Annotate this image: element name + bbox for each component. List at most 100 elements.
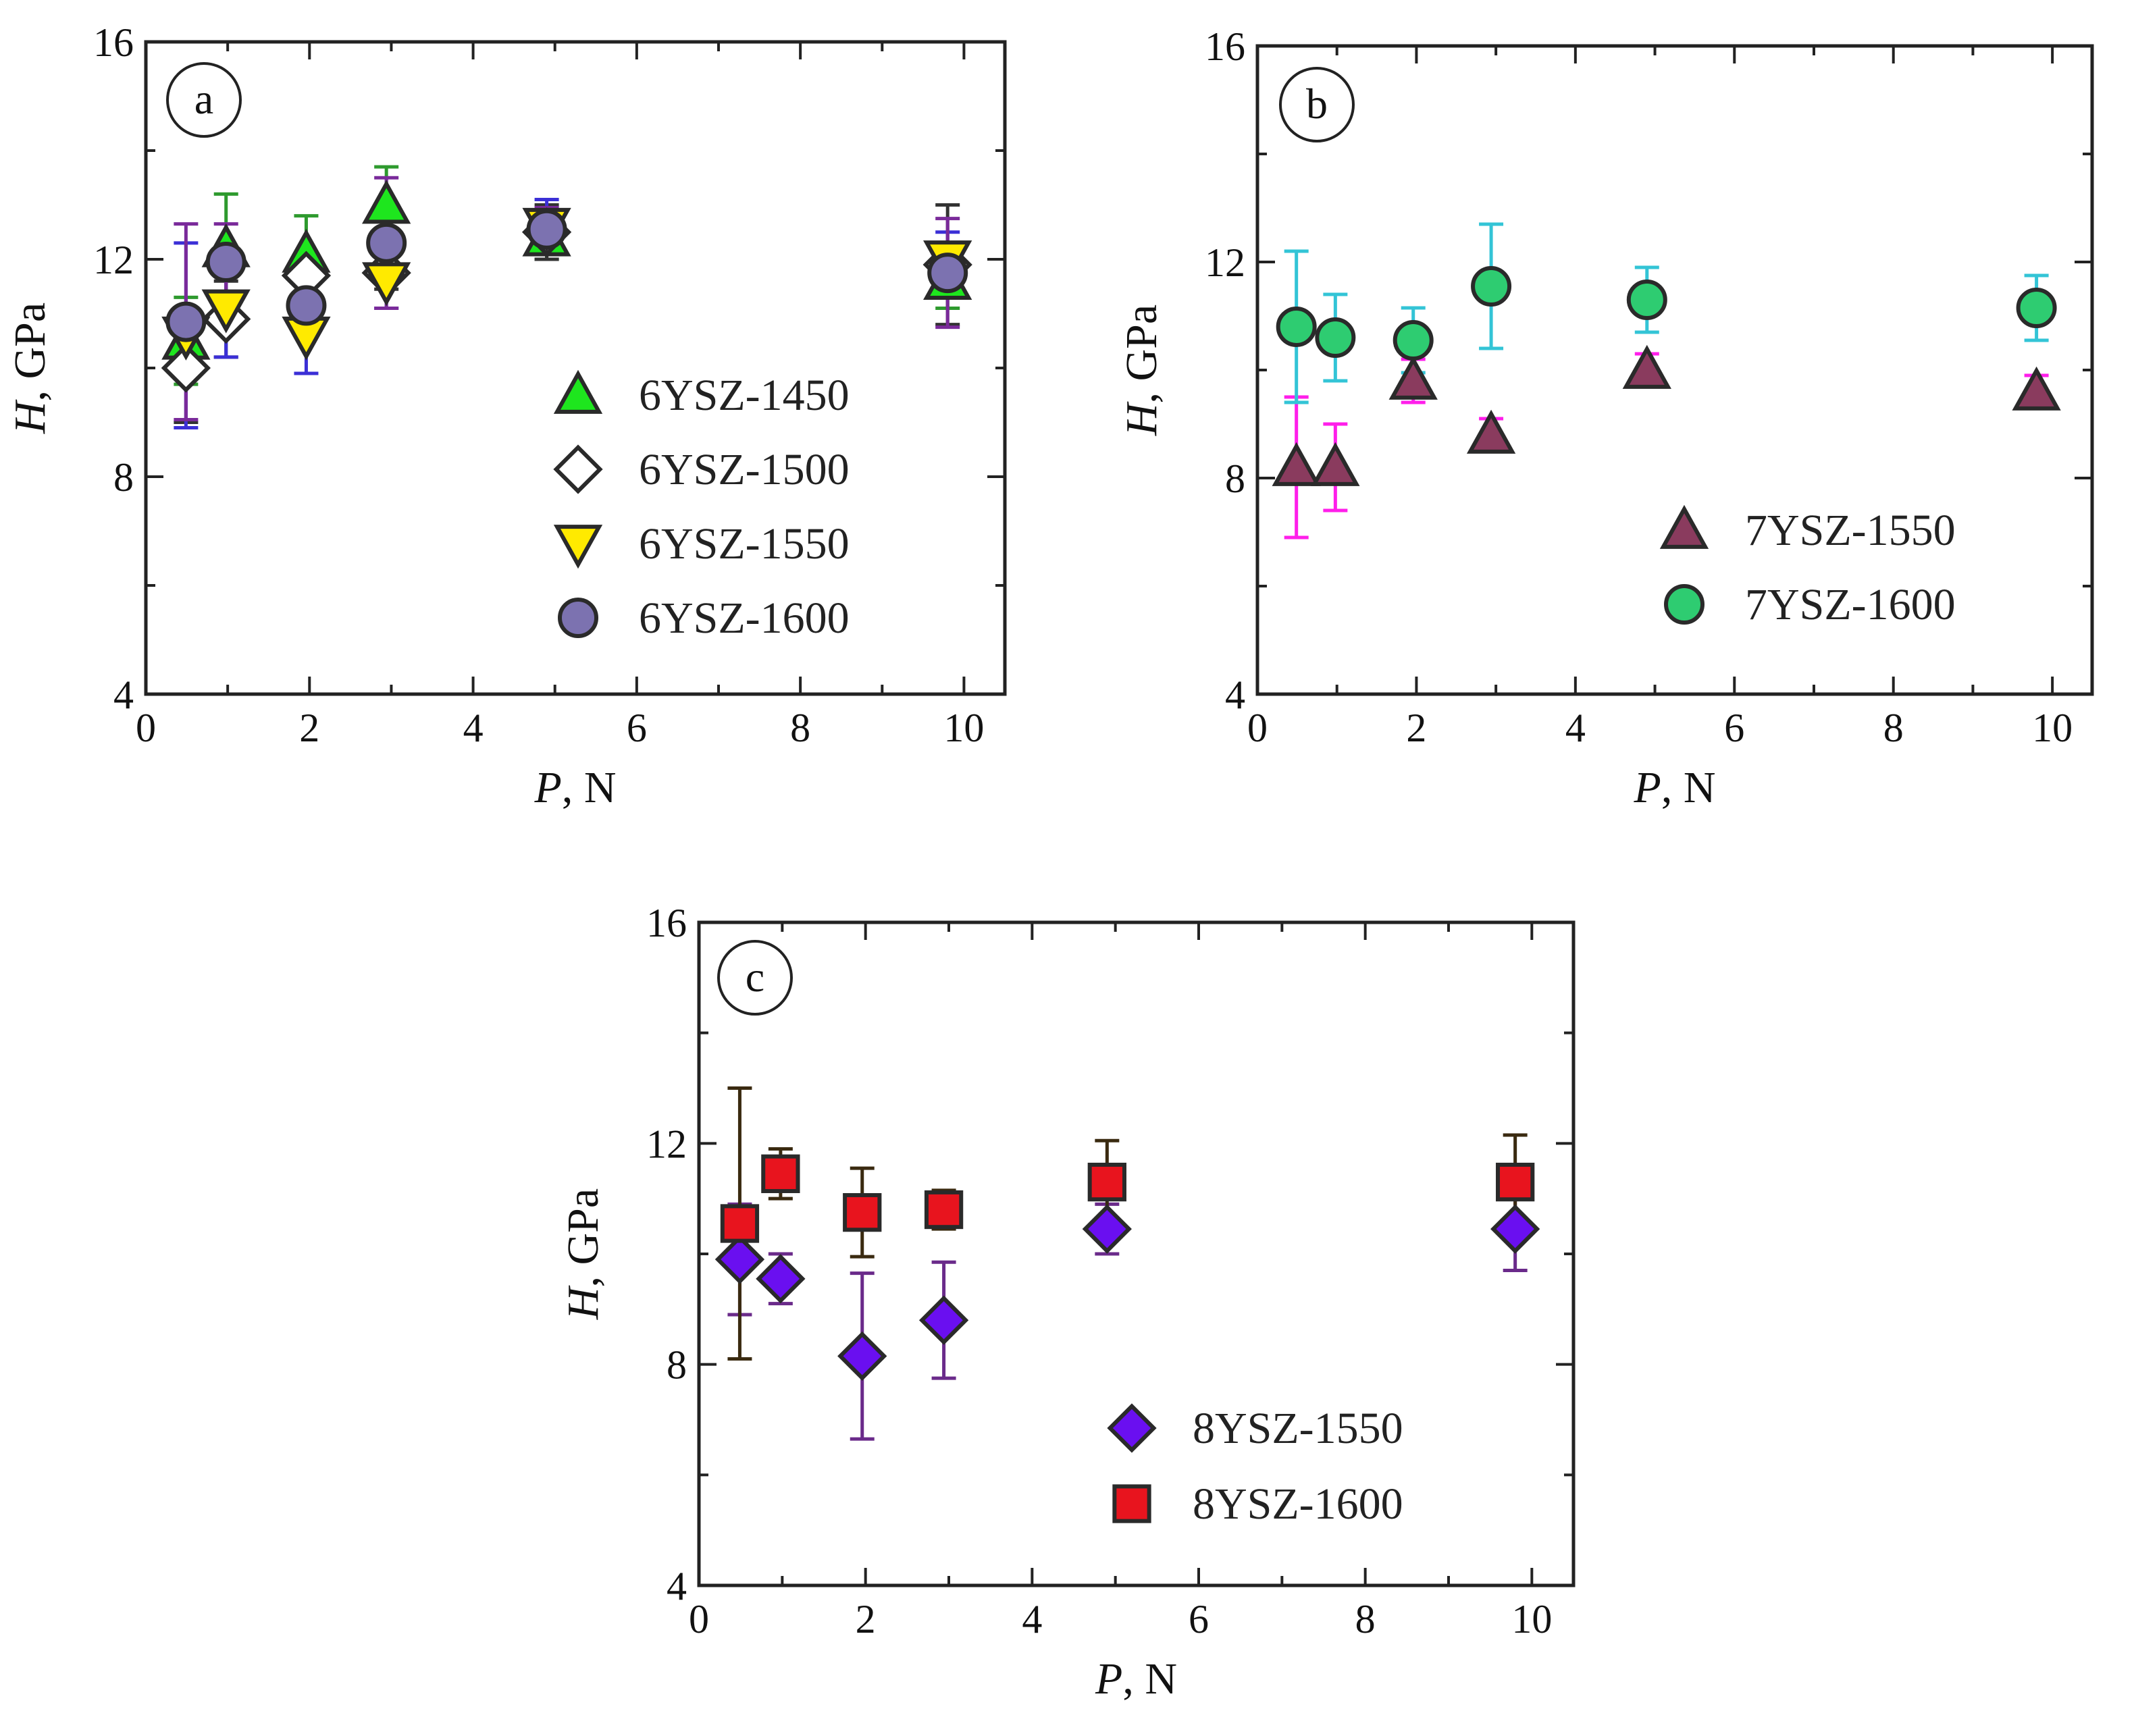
x-axis-label: P, N (1634, 763, 1716, 812)
data-point (761, 1154, 800, 1193)
x-tick-label: 0 (1247, 706, 1268, 750)
y-tick-label: 16 (1205, 24, 1245, 69)
data-point (1311, 442, 1360, 486)
legend-label: 7YSZ-1550 (1745, 506, 1956, 555)
data-point (362, 180, 411, 224)
x-tick-label: 8 (1355, 1597, 1376, 1641)
legend-marker (553, 444, 603, 494)
panel-label: a (194, 75, 213, 123)
data-point (526, 209, 567, 250)
data-point (927, 253, 968, 294)
data-point (1388, 355, 1438, 400)
x-tick-label: 0 (136, 706, 156, 750)
panel-label: c (746, 953, 764, 1001)
data-point (918, 1295, 969, 1345)
y-tick-label: 12 (1205, 240, 1245, 285)
x-tick-label: 10 (943, 706, 984, 750)
x-tick-label: 2 (1406, 706, 1426, 750)
legend-label: 6YSZ-1600 (639, 594, 850, 643)
y-tick-label: 16 (646, 901, 687, 945)
legend-marker (1107, 1403, 1157, 1453)
data-point (1622, 344, 1671, 389)
data-point (924, 1190, 964, 1230)
panel-label-circle (166, 62, 242, 138)
data-point (1276, 307, 1317, 347)
y-tick-label: 8 (1225, 456, 1245, 501)
y-tick-label: 4 (667, 1564, 687, 1608)
x-tick-label: 10 (2032, 706, 2073, 750)
data-point (2016, 288, 2057, 328)
series-7YSZ-1600 (1276, 266, 2057, 361)
data-point (1082, 1204, 1132, 1254)
y-axis-label: H, GPa (1117, 305, 1166, 436)
x-tick-label: 4 (1022, 1597, 1042, 1641)
plot-frame (144, 40, 1007, 696)
data-point (714, 1234, 765, 1284)
y-axis-label: H, GPa (5, 303, 55, 434)
data-point (165, 301, 207, 342)
y-tick-label: 16 (93, 20, 134, 65)
legend-marker (1664, 584, 1704, 625)
y-axis-label: H, GPa (558, 1188, 608, 1320)
data-point (2012, 366, 2061, 411)
legend: 7YSZ-1550 7YSZ-1600 (1659, 504, 1956, 629)
legend: 8YSZ-1550 8YSZ-1600 (1107, 1403, 1403, 1529)
y-tick-label: 4 (113, 673, 134, 717)
x-tick-label: 6 (627, 706, 647, 750)
data-point (1272, 442, 1321, 486)
x-tick-label: 2 (299, 706, 319, 750)
data-point (1626, 280, 1667, 320)
series-6YSZ-1500 (161, 207, 972, 393)
legend-label: 7YSZ-1600 (1745, 580, 1956, 629)
series-8YSZ-1550 (714, 1204, 1540, 1382)
panel-a: 0 2 4 6 8 10 4 8 12 16 P, N H, GPa a 6YSZ-1450 6YSZ-15… (5, 20, 1007, 812)
x-tick-label: 6 (1189, 1597, 1209, 1641)
panel-c: 0 2 4 6 8 10 4 8 12 16 P, N H, GPa c 8YSZ-1550 8YSZ-16… (558, 901, 1576, 1704)
panel-label-circle (717, 940, 793, 1016)
x-tick-label: 2 (856, 1597, 876, 1641)
x-tick-label: 8 (790, 706, 810, 750)
legend-label: 6YSZ-1500 (639, 445, 850, 494)
data-point (1471, 266, 1512, 307)
legend-label: 6YSZ-1450 (639, 371, 850, 420)
y-tick-label: 8 (667, 1343, 687, 1388)
data-point (720, 1204, 760, 1243)
series-errorbars-7YSZ-1600 (1284, 222, 2049, 404)
data-point (366, 222, 407, 263)
x-axis-label: P, N (1095, 1654, 1177, 1704)
data-point (362, 262, 411, 307)
data-point (1315, 317, 1356, 358)
data-point (1466, 409, 1516, 454)
legend-marker (1112, 1484, 1151, 1523)
legend-label: 6YSZ-1550 (639, 519, 850, 569)
legend-marker (553, 525, 603, 569)
x-tick-label: 8 (1883, 706, 1904, 750)
y-tick-label: 4 (1225, 673, 1245, 717)
data-point (837, 1331, 887, 1382)
x-tick-label: 10 (1511, 1597, 1552, 1641)
data-point (1490, 1204, 1540, 1254)
panel-label: b (1306, 80, 1328, 128)
data-point (205, 242, 246, 283)
y-tick-label: 8 (113, 455, 134, 500)
legend-label: 8YSZ-1600 (1193, 1479, 1403, 1529)
data-point (1393, 320, 1434, 361)
data-point (756, 1254, 806, 1304)
data-point (843, 1192, 882, 1232)
data-point (201, 289, 251, 334)
series-6YSZ-1600 (165, 209, 968, 342)
x-axis-label: P, N (534, 763, 617, 812)
y-tick-label: 12 (93, 238, 134, 282)
x-tick-label: 4 (463, 706, 484, 750)
y-tick-label: 12 (646, 1122, 687, 1166)
x-tick-label: 4 (1565, 706, 1586, 750)
data-point (1087, 1162, 1126, 1202)
legend-marker (558, 598, 598, 638)
legend-marker (553, 369, 603, 414)
series-7YSZ-1550 (1272, 344, 2061, 486)
data-point (286, 285, 327, 326)
legend: 6YSZ-1450 6YSZ-1500 6YSZ-1550 6YSZ-1600 (553, 369, 850, 643)
series-8YSZ-1600 (720, 1154, 1535, 1243)
legend-label: 8YSZ-1550 (1193, 1404, 1403, 1453)
